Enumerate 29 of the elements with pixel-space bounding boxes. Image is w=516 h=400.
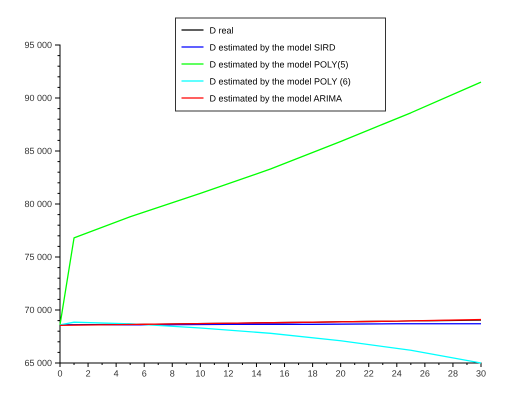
x-tick-label: 30 (476, 368, 486, 378)
legend-label: D estimated by the model POLY (6) (210, 76, 351, 86)
x-tick-label: 22 (364, 368, 374, 378)
x-tick-label: 0 (57, 368, 63, 378)
x-tick-label: 20 (336, 368, 346, 378)
x-tick-label: 8 (170, 368, 175, 378)
legend-label: D real (210, 26, 234, 36)
x-tick-label: 16 (280, 368, 290, 378)
x-tick-label: 14 (251, 368, 262, 378)
x-tick-label: 4 (114, 368, 119, 378)
x-tick-label: 12 (223, 368, 234, 378)
x-tick-label: 24 (392, 368, 402, 378)
y-tick-label: 80 000 (24, 198, 52, 209)
x-tick-label: 28 (448, 368, 458, 378)
legend-label: D estimated by the model POLY(5) (210, 60, 348, 70)
y-tick-label: 85 000 (24, 146, 52, 156)
legend-label: D estimated by the model ARIMA (210, 94, 342, 104)
line-series (59, 322, 482, 364)
y-tick-label: 95 000 (24, 40, 52, 50)
x-tick-label: 26 (420, 368, 430, 378)
y-tick-label: 75 000 (24, 252, 52, 262)
y-tick-label: 65 000 (24, 358, 52, 368)
y-tick-label: 90 000 (24, 92, 52, 103)
x-tick-label: 6 (142, 368, 147, 378)
x-tick-label: 2 (86, 368, 91, 378)
y-tick-label: 70 000 (24, 304, 52, 315)
x-tick-label: 18 (308, 368, 318, 378)
legend-label: D estimated by the model SIRD (210, 42, 336, 52)
x-tick-label: 10 (195, 368, 206, 378)
